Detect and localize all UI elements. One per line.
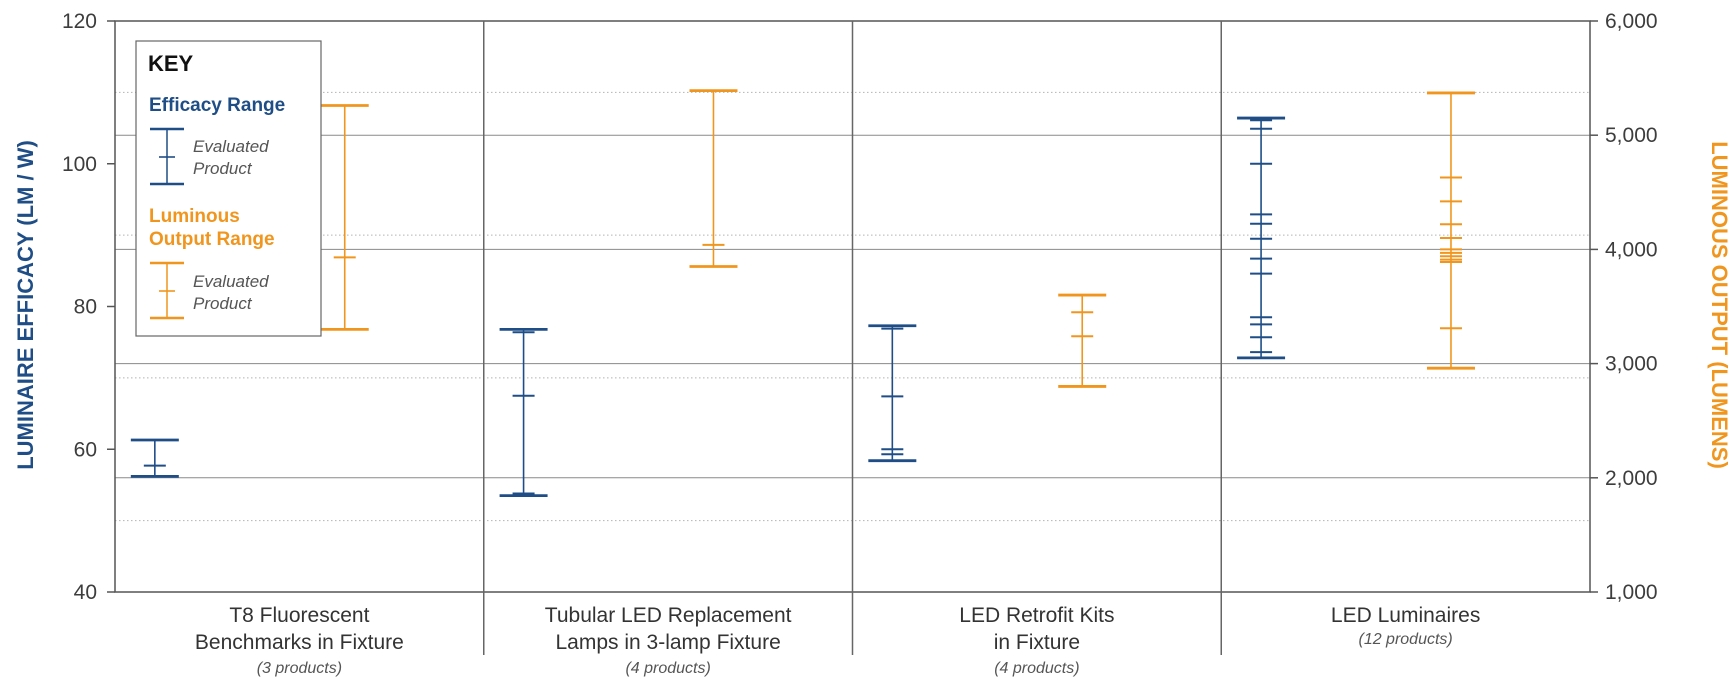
category-label: Lamps in 3-lamp Fixture <box>556 631 781 654</box>
category-label: Benchmarks in Fixture <box>195 631 404 654</box>
legend-output-label-line1: Luminous <box>149 206 240 227</box>
left-tick-label: 60 <box>74 438 97 461</box>
efficacy-range-bar <box>868 324 917 463</box>
category-note: (4 products) <box>625 660 710 677</box>
legend-efficacy-evaluated: Evaluated <box>193 137 269 156</box>
category-label: Tubular LED Replacement <box>545 604 792 627</box>
category-note: (12 products) <box>1358 631 1452 648</box>
efficacy-range-bar <box>499 327 548 498</box>
axes <box>114 20 1591 655</box>
legend-efficacy-sample <box>150 127 184 186</box>
left-tick-label: 120 <box>62 10 97 33</box>
category-label: LED Retrofit Kits <box>959 604 1114 627</box>
category-note: (3 products) <box>257 660 342 677</box>
legend-title: KEY <box>148 51 194 76</box>
output-range-bar <box>1426 91 1475 370</box>
tick-labels: 40 60 80 100 120 1,000 2,000 3,000 4,000 5,000 6,0… <box>62 10 1658 604</box>
right-axis-label: LUMINOUS OUTPUT (LUMENS) <box>1707 141 1732 469</box>
category-label: in Fixture <box>994 631 1080 654</box>
right-tick-label: 4,000 <box>1605 238 1658 261</box>
efficacy-range-bar <box>130 438 179 478</box>
category-label: T8 Fluorescent <box>229 604 369 627</box>
right-tick-label: 1,000 <box>1605 581 1658 604</box>
left-tick-label: 40 <box>74 581 97 604</box>
output-range-bar <box>320 104 369 331</box>
category-note: (4 products) <box>994 660 1079 677</box>
legend-output-evaluated: Evaluated <box>193 272 269 291</box>
right-tick-label: 2,000 <box>1605 467 1658 490</box>
right-tick-label: 5,000 <box>1605 124 1658 147</box>
range-bars <box>130 89 1475 498</box>
legend-key: KEY Efficacy Range Evaluated Product Lum… <box>135 40 322 337</box>
output-range-bar <box>689 89 738 268</box>
right-tick-label: 3,000 <box>1605 353 1658 376</box>
left-tick-label: 100 <box>62 153 97 176</box>
left-tick-label: 80 <box>74 296 97 319</box>
output-range-bar <box>1058 293 1107 388</box>
legend-output-product: Product <box>193 294 253 313</box>
category-label: LED Luminaires <box>1331 604 1480 627</box>
efficacy-range-bar <box>1237 116 1286 360</box>
left-axis-label: LUMINAIRE EFFICACY (LM / W) <box>13 140 38 470</box>
legend-efficacy-product: Product <box>193 159 253 178</box>
legend-output-sample <box>150 261 184 320</box>
right-tick-label: 6,000 <box>1605 10 1658 33</box>
legend-efficacy-label: Efficacy Range <box>149 95 285 116</box>
category-labels: T8 Fluorescent Benchmarks in Fixture (3 pr… <box>195 604 1480 677</box>
legend-output-label-line2: Output Range <box>149 229 275 250</box>
